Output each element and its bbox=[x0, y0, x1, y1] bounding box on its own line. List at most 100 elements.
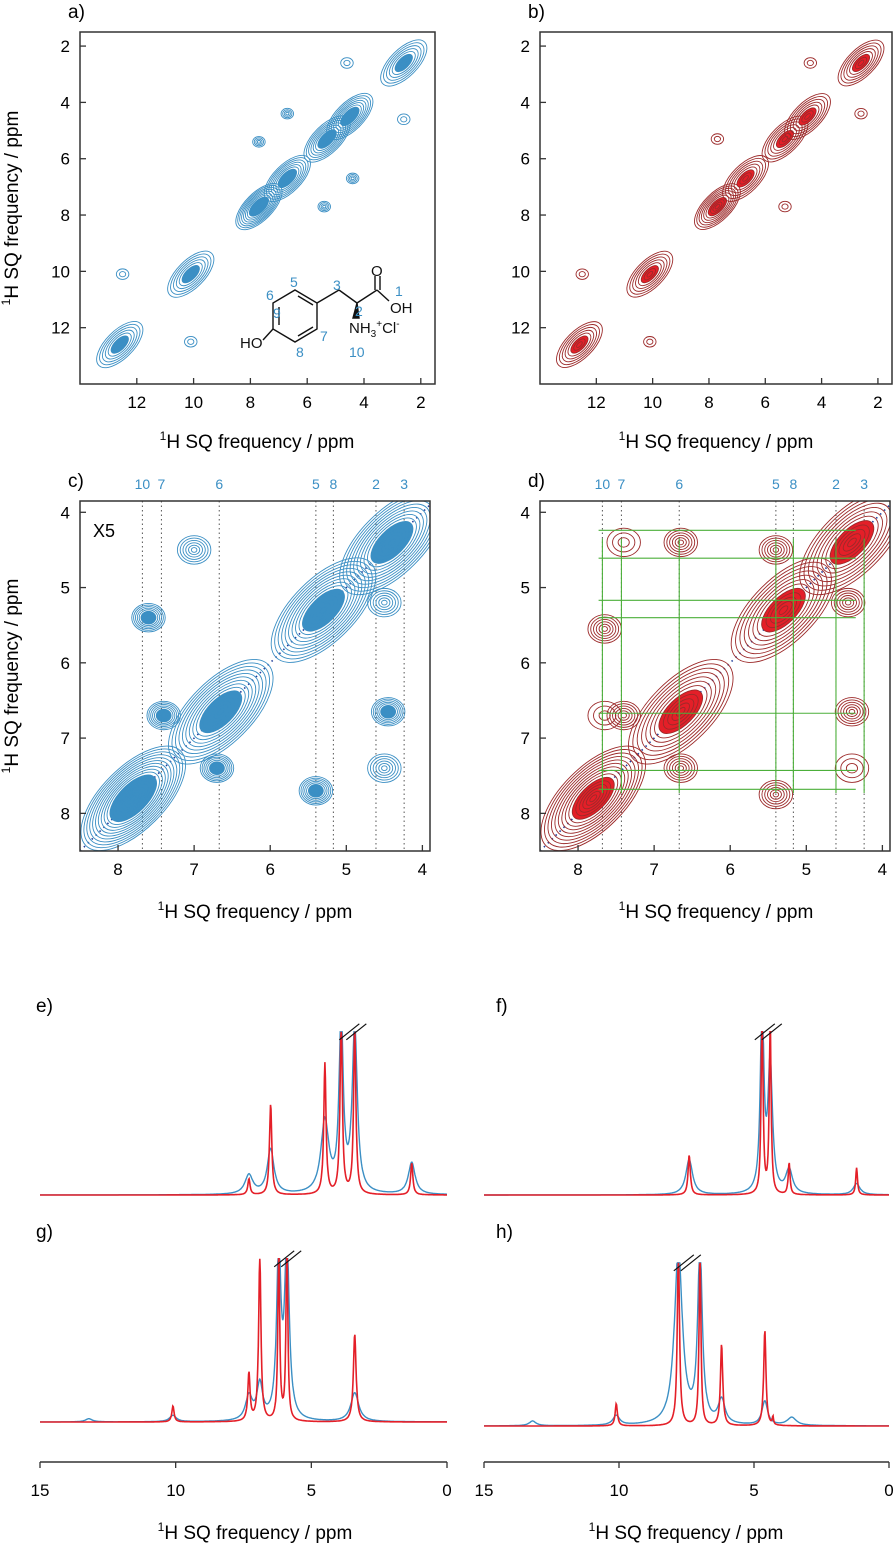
bond-ch2-calpha bbox=[338, 289, 358, 304]
ytick-label-c-4: 4 bbox=[61, 503, 70, 522]
peak-c-5 bbox=[176, 535, 212, 565]
peak-a-11 bbox=[340, 57, 354, 69]
peak-b-5 bbox=[784, 93, 831, 140]
trace-h-red bbox=[484, 1262, 889, 1427]
peak-d-7 bbox=[587, 614, 622, 644]
axis-h: 15 10 5 0 1H SQ frequency / ppm bbox=[475, 1461, 894, 1544]
panel-label-g: g) bbox=[36, 1222, 53, 1243]
xtick-label-h-5: 5 bbox=[749, 1481, 758, 1500]
ytick-label-d-4: 4 bbox=[521, 503, 530, 522]
site-label-d-6: 6 bbox=[675, 476, 683, 492]
ticks-h: 15 10 5 0 bbox=[475, 1462, 894, 1500]
panel-label-e: e) bbox=[36, 996, 53, 1017]
xtick-label-d-5: 5 bbox=[802, 860, 811, 879]
break-mark-f-1 bbox=[761, 1023, 783, 1041]
xtick-label-c-4: 4 bbox=[418, 860, 427, 879]
peak-b-6 bbox=[837, 39, 885, 87]
site-label-c-10: 10 bbox=[135, 476, 151, 492]
trace-g-red bbox=[40, 1258, 447, 1423]
peak-b-10 bbox=[778, 200, 792, 213]
peak-d-8 bbox=[830, 587, 866, 618]
atom-number-8: 8 bbox=[296, 344, 304, 360]
spectrum-h bbox=[484, 1254, 889, 1427]
acid-oh: OH bbox=[390, 300, 413, 317]
xtick-label-g-0: 0 bbox=[442, 1481, 451, 1500]
peak-c-10 bbox=[370, 697, 406, 727]
break-mark-f-0 bbox=[754, 1023, 776, 1041]
xtick-label-a-8: 8 bbox=[246, 393, 255, 412]
peak-c-9 bbox=[199, 753, 235, 783]
peak-a-7 bbox=[115, 268, 130, 280]
ytick-label-a-8: 8 bbox=[61, 206, 70, 225]
peak-c-2 bbox=[270, 557, 377, 663]
xlabel-h: 1H SQ frequency / ppm bbox=[589, 1520, 784, 1544]
atom-number-3: 3 bbox=[333, 277, 341, 293]
xtick-label-a-10: 10 bbox=[184, 393, 203, 412]
frame-d bbox=[539, 500, 891, 852]
spectrum-g bbox=[40, 1250, 447, 1423]
xtick-label-d-4: 4 bbox=[878, 860, 887, 879]
peak-d-9 bbox=[606, 700, 641, 731]
trace-e-blue bbox=[40, 1031, 447, 1196]
peak-a-12 bbox=[397, 113, 411, 126]
xlabel-d: 1H SQ frequency / ppm bbox=[619, 899, 814, 923]
peak-a-9 bbox=[252, 136, 266, 148]
xtick-label-h-10: 10 bbox=[610, 1481, 629, 1500]
xtick-label-a-4: 4 bbox=[359, 393, 368, 412]
peak-d-3 bbox=[799, 501, 890, 596]
xtick-label-c-8: 8 bbox=[113, 860, 122, 879]
contours-b bbox=[556, 39, 885, 368]
xtick-label-b-2: 2 bbox=[873, 393, 882, 412]
ring-double-bond-3 bbox=[297, 326, 314, 337]
bond-ring-oh bbox=[262, 328, 274, 341]
atom-number-6: 6 bbox=[266, 287, 274, 303]
peak-d-10 bbox=[587, 700, 622, 731]
ytick-label-b-8: 8 bbox=[521, 206, 530, 225]
trace-g-blue bbox=[40, 1258, 447, 1423]
panel-label-a: a) bbox=[68, 2, 85, 23]
xtick-label-d-7: 7 bbox=[649, 860, 658, 879]
ytick-label-b-2: 2 bbox=[521, 37, 530, 56]
xtick-label-c-7: 7 bbox=[189, 860, 198, 879]
atom-number-2: 2 bbox=[355, 303, 363, 319]
spectrum-e bbox=[40, 1023, 447, 1196]
axis-g: 15 10 5 0 1H SQ frequency / ppm bbox=[31, 1461, 452, 1544]
panel-label-f: f) bbox=[496, 996, 508, 1017]
ytick-label-c-7: 7 bbox=[61, 729, 70, 748]
peak-a-1 bbox=[167, 250, 215, 298]
site-label-c-7: 7 bbox=[158, 476, 166, 492]
peak-a-14 bbox=[345, 172, 360, 185]
ytick-label-a-10: 10 bbox=[51, 262, 70, 281]
xlabel-c: 1H SQ frequency / ppm bbox=[158, 899, 353, 923]
peak-b-3 bbox=[722, 155, 769, 202]
ytick-label-d-5: 5 bbox=[521, 579, 530, 598]
peak-b-1 bbox=[626, 250, 674, 298]
xlabel-b: 1H SQ frequency / ppm bbox=[619, 429, 814, 453]
peak-c-1 bbox=[168, 659, 274, 765]
peak-a-10 bbox=[317, 200, 331, 213]
site-label-d-8: 8 bbox=[789, 476, 797, 492]
site-label-c-5: 5 bbox=[312, 476, 320, 492]
contours-a bbox=[96, 39, 428, 369]
ytick-label-d-8: 8 bbox=[521, 804, 530, 823]
peak-b-12 bbox=[854, 107, 868, 120]
xtick-label-b-12: 12 bbox=[587, 393, 606, 412]
ytick-label-a-6: 6 bbox=[61, 150, 70, 169]
xtick-label-h-15: 15 bbox=[475, 1481, 494, 1500]
xtick-label-a-12: 12 bbox=[127, 393, 146, 412]
xtick-label-a-2: 2 bbox=[416, 393, 425, 412]
xtick-label-g-5: 5 bbox=[307, 1481, 316, 1500]
ring-double-bond-2 bbox=[297, 295, 314, 306]
atom-number-10: 10 bbox=[349, 344, 365, 360]
break-mark-e-1 bbox=[345, 1023, 367, 1041]
ytick-label-b-4: 4 bbox=[521, 93, 530, 112]
frame-c bbox=[79, 500, 431, 852]
peak-c-3 bbox=[339, 501, 430, 596]
break-mark-h-0 bbox=[673, 1254, 695, 1272]
break-mark-g-0 bbox=[273, 1250, 295, 1268]
site-label-d-5: 5 bbox=[772, 476, 780, 492]
